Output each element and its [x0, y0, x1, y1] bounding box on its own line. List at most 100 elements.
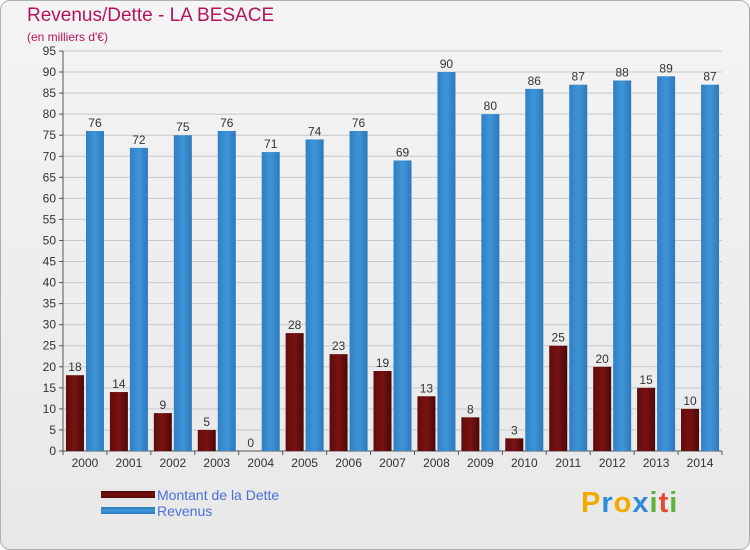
bar-revenus [481, 114, 500, 451]
y-tick-label: 0 [49, 444, 56, 458]
bar-dette [593, 366, 612, 451]
x-tick-label: 2009 [467, 456, 494, 470]
x-tick-label: 2014 [687, 456, 714, 470]
x-tick-label: 2001 [116, 456, 143, 470]
y-tick-label: 20 [43, 360, 57, 374]
data-label-revenus: 71 [264, 137, 278, 151]
bar-revenus [657, 76, 676, 452]
data-label-dette: 3 [511, 423, 518, 437]
data-label-revenus: 87 [572, 70, 586, 84]
data-label-revenus: 86 [528, 74, 542, 88]
legend-swatch-revenus [101, 507, 155, 514]
data-label-dette: 19 [376, 356, 390, 370]
bar-dette [417, 396, 436, 451]
y-tick-label: 55 [43, 212, 57, 226]
bar-dette [109, 392, 128, 451]
logo-letter: t [658, 487, 670, 519]
bar-dette [197, 429, 216, 451]
data-label-revenus: 76 [220, 116, 234, 130]
chart-title: Revenus/Dette - LA BESACE [27, 5, 275, 26]
bar-dette [373, 371, 392, 451]
proxiti-logo: Proxiti [581, 487, 678, 520]
logo-letter: P [581, 487, 602, 519]
data-label-revenus: 72 [132, 133, 146, 147]
legend-label-revenus: Revenus [157, 503, 213, 519]
data-label-dette: 15 [639, 373, 653, 387]
y-tick-label: 70 [43, 149, 57, 163]
data-label-dette: 25 [552, 331, 566, 345]
data-label-dette: 9 [159, 398, 166, 412]
x-tick-label: 2008 [423, 456, 450, 470]
bar-revenus [701, 84, 720, 452]
legend-swatch-dette [101, 491, 155, 498]
data-label-revenus: 87 [703, 70, 717, 84]
x-tick-label: 2004 [247, 456, 274, 470]
x-tick-label: 2000 [72, 456, 99, 470]
data-label-revenus: 75 [176, 120, 190, 134]
bar-revenus [305, 139, 324, 451]
logo-letter: i [669, 487, 679, 519]
logo-letter: x [632, 487, 650, 519]
bar-dette [285, 333, 304, 451]
bar-dette [461, 417, 480, 451]
x-tick-label: 2007 [379, 456, 406, 470]
bar-dette [505, 438, 524, 451]
data-label-revenus: 90 [440, 57, 454, 71]
bar-dette [681, 408, 700, 451]
y-tick-label: 60 [43, 191, 57, 205]
y-tick-label: 50 [43, 233, 57, 247]
data-label-dette: 10 [683, 394, 697, 408]
bar-revenus [393, 160, 412, 451]
logo-letter: o [613, 487, 633, 519]
bar-dette [153, 413, 172, 451]
x-tick-label: 2005 [291, 456, 318, 470]
bar-revenus [261, 152, 280, 452]
data-label-dette: 13 [420, 381, 434, 395]
data-label-dette: 28 [288, 318, 302, 332]
y-tick-label: 30 [43, 318, 57, 332]
bar-revenus [525, 88, 544, 451]
data-label-revenus: 69 [396, 145, 410, 159]
y-tick-label: 90 [43, 65, 57, 79]
bar-dette [329, 354, 348, 451]
y-tick-label: 80 [43, 107, 57, 121]
data-label-dette: 20 [595, 352, 609, 366]
bar-revenus [613, 80, 632, 451]
bar-revenus [349, 131, 368, 451]
x-tick-label: 2006 [335, 456, 362, 470]
chart-subtitle: (en milliers d'€) [27, 30, 108, 44]
x-tick-label: 2010 [511, 456, 538, 470]
data-label-revenus: 80 [484, 99, 498, 113]
data-label-dette: 18 [68, 360, 82, 374]
y-tick-label: 25 [43, 339, 57, 353]
bar-dette [65, 375, 84, 451]
data-label-revenus: 74 [308, 124, 322, 138]
data-label-revenus: 88 [615, 65, 629, 79]
y-tick-label: 75 [43, 128, 57, 142]
data-label-dette: 8 [467, 402, 474, 416]
y-tick-label: 5 [49, 423, 56, 437]
y-tick-label: 95 [43, 44, 57, 58]
bar-revenus [173, 135, 192, 452]
bar-revenus [569, 84, 588, 452]
bar-dette [637, 387, 656, 451]
bar-revenus [217, 131, 236, 451]
x-tick-label: 2011 [555, 456, 581, 470]
y-tick-label: 45 [43, 255, 57, 269]
bar-dette [549, 345, 568, 451]
data-label-revenus: 76 [352, 116, 366, 130]
data-label-dette: 0 [247, 436, 254, 450]
data-label-dette: 23 [332, 339, 346, 353]
bar-revenus [437, 72, 456, 451]
y-tick-label: 35 [43, 297, 57, 311]
y-tick-label: 10 [43, 402, 57, 416]
y-tick-label: 65 [43, 170, 57, 184]
bar-revenus [85, 131, 104, 451]
y-tick-label: 85 [43, 86, 57, 100]
y-tick-label: 40 [43, 276, 57, 290]
logo-letter: r [601, 487, 614, 519]
data-label-dette: 14 [112, 377, 126, 391]
x-tick-label: 2013 [643, 456, 670, 470]
